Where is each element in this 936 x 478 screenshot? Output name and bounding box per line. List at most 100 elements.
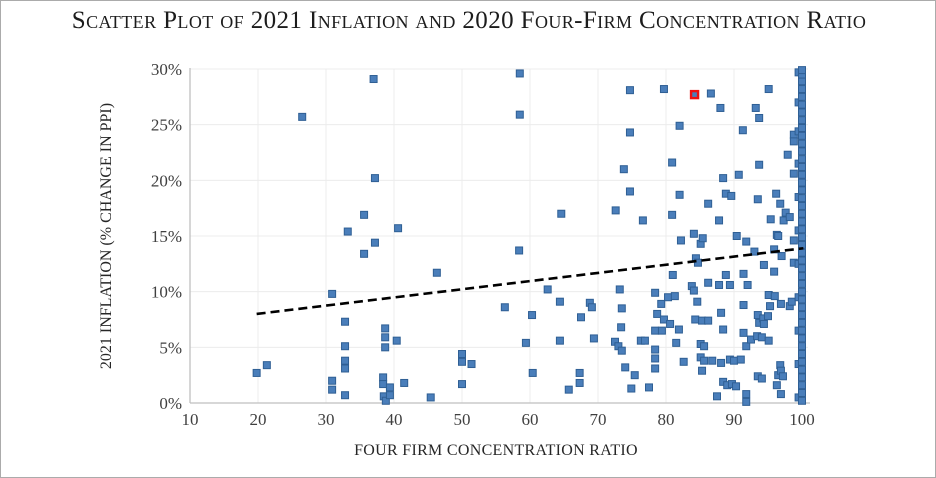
data-point — [252, 368, 261, 377]
data-point — [370, 174, 379, 183]
data-point — [706, 89, 715, 98]
data-point — [798, 233, 806, 242]
data-point — [798, 170, 806, 179]
data-point — [755, 113, 764, 122]
data-point — [732, 232, 741, 240]
data-point — [651, 345, 660, 354]
data-point — [743, 280, 752, 289]
data-point — [611, 206, 620, 215]
data-point — [672, 338, 681, 347]
data-point — [621, 363, 630, 372]
data-point — [615, 285, 624, 294]
data-point — [651, 288, 660, 297]
data-point — [343, 227, 352, 236]
x-tick-label: 90 — [726, 410, 743, 429]
data-point — [798, 108, 806, 117]
data-point — [704, 278, 713, 287]
data-point — [693, 297, 702, 306]
data-point — [798, 178, 806, 187]
data-point — [739, 269, 748, 278]
data-point — [392, 336, 401, 345]
data-point — [785, 213, 794, 222]
data-point — [789, 236, 798, 245]
data-point — [798, 139, 806, 148]
data-point — [766, 215, 775, 224]
data-point — [742, 342, 751, 351]
data-point — [381, 333, 390, 342]
data-point — [759, 319, 768, 328]
data-point — [798, 381, 806, 390]
data-point — [725, 280, 734, 289]
data-point — [587, 303, 596, 312]
x-tick-label: 40 — [386, 410, 403, 429]
data-point — [467, 360, 476, 369]
data-point — [770, 267, 779, 276]
data-point — [627, 384, 636, 393]
data-point — [689, 229, 698, 238]
data-point — [341, 391, 350, 400]
x-tick-label: 10 — [182, 410, 199, 429]
data-point — [719, 325, 728, 334]
data-point — [328, 289, 337, 298]
data-point — [385, 383, 394, 392]
data-point — [776, 390, 785, 399]
data-point — [341, 342, 350, 351]
data-point — [716, 103, 725, 112]
data-point — [664, 293, 673, 302]
data-point — [557, 209, 566, 218]
data-point — [798, 256, 806, 265]
y-tick-label: 5% — [159, 338, 182, 357]
data-point — [432, 268, 441, 277]
data-point — [653, 309, 662, 318]
data-point — [798, 373, 806, 382]
data-point — [341, 356, 350, 365]
data-point — [798, 186, 806, 195]
data-point — [772, 189, 781, 198]
data-point — [798, 124, 806, 133]
data-point — [742, 390, 751, 399]
data-point — [640, 336, 649, 345]
data-point — [651, 354, 660, 363]
data-point — [381, 343, 390, 352]
data-point — [798, 295, 806, 304]
data-point — [704, 199, 713, 208]
data-point — [700, 342, 709, 351]
data-point — [515, 69, 524, 78]
data-point — [750, 247, 759, 256]
data-point — [789, 169, 798, 178]
data-point — [693, 258, 702, 267]
data-point — [659, 85, 668, 94]
trend-line — [256, 246, 804, 316]
data-point — [698, 366, 707, 375]
data-point — [577, 313, 585, 322]
data-point — [675, 121, 684, 130]
data-point — [798, 201, 806, 210]
data-point — [798, 116, 806, 125]
data-point — [381, 396, 390, 405]
data-point — [798, 194, 806, 203]
data-point — [515, 246, 524, 255]
data-point — [736, 355, 745, 364]
data-point — [704, 316, 713, 325]
data-point — [394, 224, 403, 233]
data-point — [798, 303, 806, 312]
data-point — [668, 158, 677, 167]
highlighted-data-point — [689, 89, 700, 100]
data-point — [555, 297, 564, 306]
data-point — [666, 319, 675, 328]
data-point — [715, 216, 724, 225]
data-point — [379, 380, 388, 389]
data-point — [645, 383, 653, 392]
data-point — [798, 155, 806, 164]
data-point — [772, 381, 781, 390]
data-point — [719, 174, 728, 183]
data-point — [670, 292, 679, 301]
data-point — [798, 365, 806, 374]
data-point — [515, 110, 524, 119]
data-point — [698, 234, 707, 243]
data-point — [738, 126, 747, 135]
data-point — [798, 396, 806, 405]
data-point — [617, 323, 626, 332]
